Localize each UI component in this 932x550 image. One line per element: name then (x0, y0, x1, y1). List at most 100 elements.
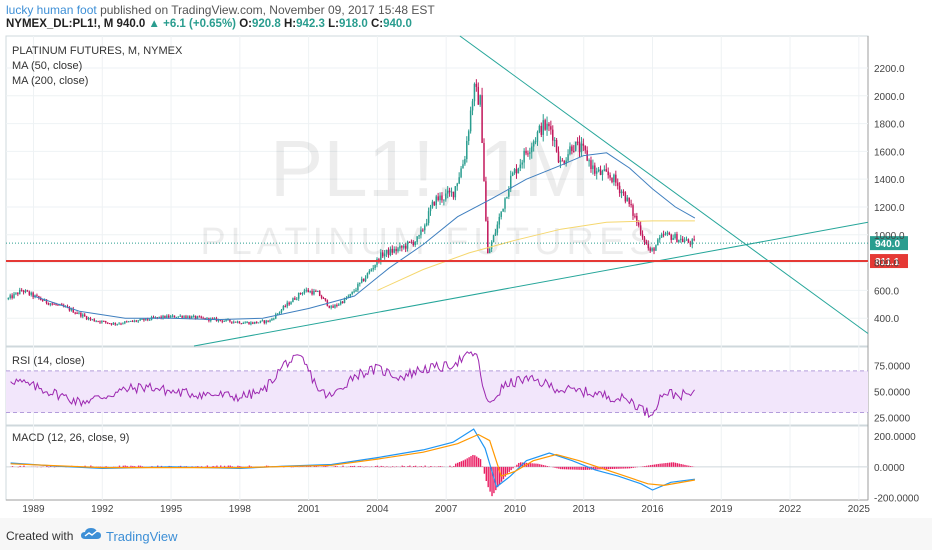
candle-body (261, 320, 264, 322)
candle-body (399, 245, 401, 249)
candle-body (169, 316, 172, 318)
candle-body (104, 321, 107, 323)
candle-body (36, 295, 38, 297)
y-tick-label: 400.0 (874, 314, 899, 325)
candle-body (490, 242, 493, 249)
candle-body (666, 232, 669, 234)
candle-body (609, 175, 611, 178)
candle-body (548, 123, 550, 127)
candle-body (101, 320, 103, 323)
candle-body (592, 165, 594, 170)
candle-body (87, 317, 90, 320)
y-tick-label: 1400.0 (874, 175, 905, 186)
candle-body (542, 120, 544, 135)
candle-body (305, 289, 308, 291)
candle-body (424, 225, 426, 231)
candle-body (680, 238, 682, 240)
candle-body (80, 312, 82, 317)
candle-body (383, 253, 386, 257)
candle-body (567, 154, 569, 161)
tradingview-link[interactable]: TradingView (106, 529, 178, 544)
candle-body (508, 189, 510, 197)
candle-body (664, 233, 667, 235)
candle-body (351, 291, 353, 295)
candle-body (252, 322, 254, 324)
candle-body (683, 240, 686, 242)
candle-body (41, 299, 44, 301)
candle-body (615, 174, 617, 183)
candle-body (374, 264, 376, 268)
x-tick-label: 2019 (710, 504, 733, 515)
candle-body (389, 248, 392, 256)
candle-body (263, 320, 266, 323)
candle-body (462, 164, 464, 169)
candle-body (458, 177, 460, 184)
legend-ma50: MA (50, close) (12, 60, 82, 72)
candle-body (97, 321, 99, 323)
candle-body (515, 169, 518, 174)
candle-body (322, 298, 325, 300)
candle-body (531, 146, 533, 153)
candle-body (649, 248, 651, 251)
x-tick-label: 1989 (22, 504, 45, 515)
candle-body (45, 299, 48, 304)
candle-body (103, 320, 105, 322)
candle-body (275, 314, 277, 319)
candle-body (76, 312, 78, 314)
ma50-line (33, 152, 696, 321)
author-link[interactable]: lucky human foot (6, 3, 97, 17)
candle-body (448, 190, 451, 192)
candle-body (267, 320, 269, 322)
candle-body (509, 175, 512, 190)
candle-body (99, 321, 101, 323)
candle-body (173, 315, 176, 318)
candle-body (276, 313, 279, 315)
candle-body (349, 294, 352, 297)
candle-body (225, 319, 227, 321)
candle-body (525, 150, 527, 154)
candle-body (244, 322, 246, 324)
candle-body (601, 170, 604, 175)
candle-body (534, 141, 537, 143)
candle-body (613, 174, 615, 183)
candle-body (359, 282, 361, 285)
candle-body (38, 296, 40, 299)
created-with-text: Created with (6, 529, 74, 543)
candle-body (563, 161, 565, 164)
candle-body (187, 316, 189, 318)
candle-body (198, 316, 201, 318)
candle-body (28, 291, 31, 295)
candle-body (523, 150, 525, 163)
candle-body (219, 319, 222, 321)
candle-body (17, 292, 19, 295)
x-tick-label: 2007 (435, 504, 458, 515)
candle-body (594, 165, 596, 174)
candle-body (532, 141, 535, 147)
rsi-tick-label: 50.0000 (874, 388, 911, 399)
candle-body (651, 248, 653, 251)
candle-body (296, 298, 298, 300)
candle-body (544, 120, 546, 130)
candle-body (26, 290, 29, 292)
symbol-info: NYMEX_DL:PL1!, M 940.0 ▲ +6.1 (+0.65%) O… (6, 18, 412, 30)
candle-body (477, 86, 480, 105)
candle-body (630, 203, 632, 206)
candle-body (590, 160, 592, 170)
candle-body (168, 315, 170, 318)
last-price-label-box (870, 236, 908, 251)
candle-body (611, 177, 613, 183)
macd-tick-label: -200.0000 (874, 494, 919, 505)
candle-body (93, 319, 96, 322)
candle-body (259, 320, 262, 323)
candle-body (355, 289, 357, 292)
candle-body (466, 140, 468, 160)
candle-body (22, 290, 25, 293)
candle-body (527, 153, 529, 155)
rsi-band (6, 370, 868, 413)
chart-area[interactable]: PL1!, 1M PLATINUM FUTURES 811.1 940.0 198… (0, 0, 932, 518)
candle-body (248, 322, 250, 325)
candle-body (190, 316, 193, 319)
candle-body (473, 83, 476, 102)
candle-body (162, 315, 164, 319)
candle-body (127, 321, 130, 323)
